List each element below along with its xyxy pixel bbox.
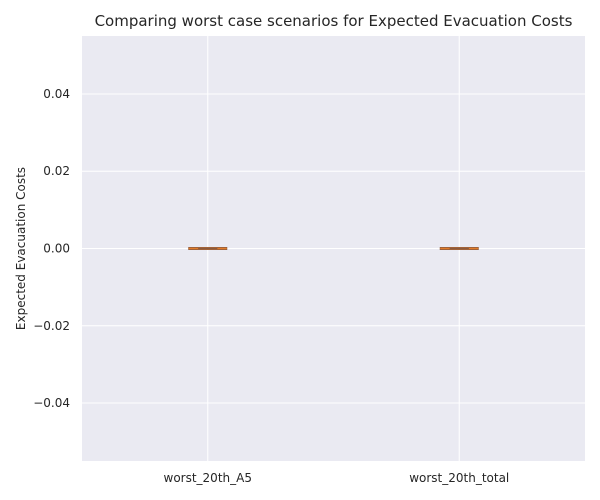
y-gridlines [82, 93, 585, 404]
x-tick-label: worst_20th_A5 [164, 471, 252, 485]
y-tick-labels: −0.04 −0.02 0.00 0.02 0.04 [33, 87, 70, 410]
y-tick-label: 0.02 [43, 164, 70, 178]
y-axis-label: Expected Evacuation Costs [14, 167, 28, 330]
y-tick-label: −0.04 [33, 396, 70, 410]
x-tick-labels: worst_20th_A5 worst_20th_total [164, 471, 510, 485]
y-tick-label: 0.04 [43, 87, 70, 101]
box-elements [188, 247, 479, 250]
x-tick-label: worst_20th_total [409, 471, 509, 485]
y-tick-label: 0.00 [43, 242, 70, 256]
chart-title: Comparing worst case scenarios for Expec… [95, 12, 573, 30]
y-tick-label: −0.02 [33, 319, 70, 333]
